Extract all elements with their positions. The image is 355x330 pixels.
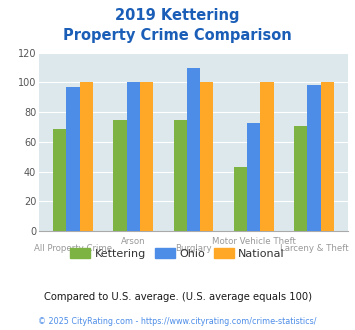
Legend: Kettering, Ohio, National: Kettering, Ohio, National [66,244,289,263]
Bar [140,82,153,231]
Bar [234,167,247,231]
Bar [127,82,140,231]
Bar [247,122,260,231]
Text: Compared to U.S. average. (U.S. average equals 100): Compared to U.S. average. (U.S. average … [44,292,311,302]
Bar [80,82,93,231]
Text: Property Crime Comparison: Property Crime Comparison [63,28,292,43]
Text: © 2025 CityRating.com - https://www.cityrating.com/crime-statistics/: © 2025 CityRating.com - https://www.city… [38,317,317,326]
Text: 2019 Kettering: 2019 Kettering [115,8,240,23]
Bar [113,119,127,231]
Bar [174,119,187,231]
Bar [53,128,66,231]
Text: Arson: Arson [121,237,146,246]
Text: Larceny & Theft: Larceny & Theft [280,244,348,253]
Text: All Property Crime: All Property Crime [34,244,112,253]
Text: Motor Vehicle Theft: Motor Vehicle Theft [212,237,296,246]
Bar [66,87,80,231]
Bar [321,82,334,231]
Bar [260,82,274,231]
Text: Burglary: Burglary [175,244,212,253]
Bar [307,85,321,231]
Bar [187,68,200,231]
Bar [294,125,307,231]
Bar [200,82,213,231]
